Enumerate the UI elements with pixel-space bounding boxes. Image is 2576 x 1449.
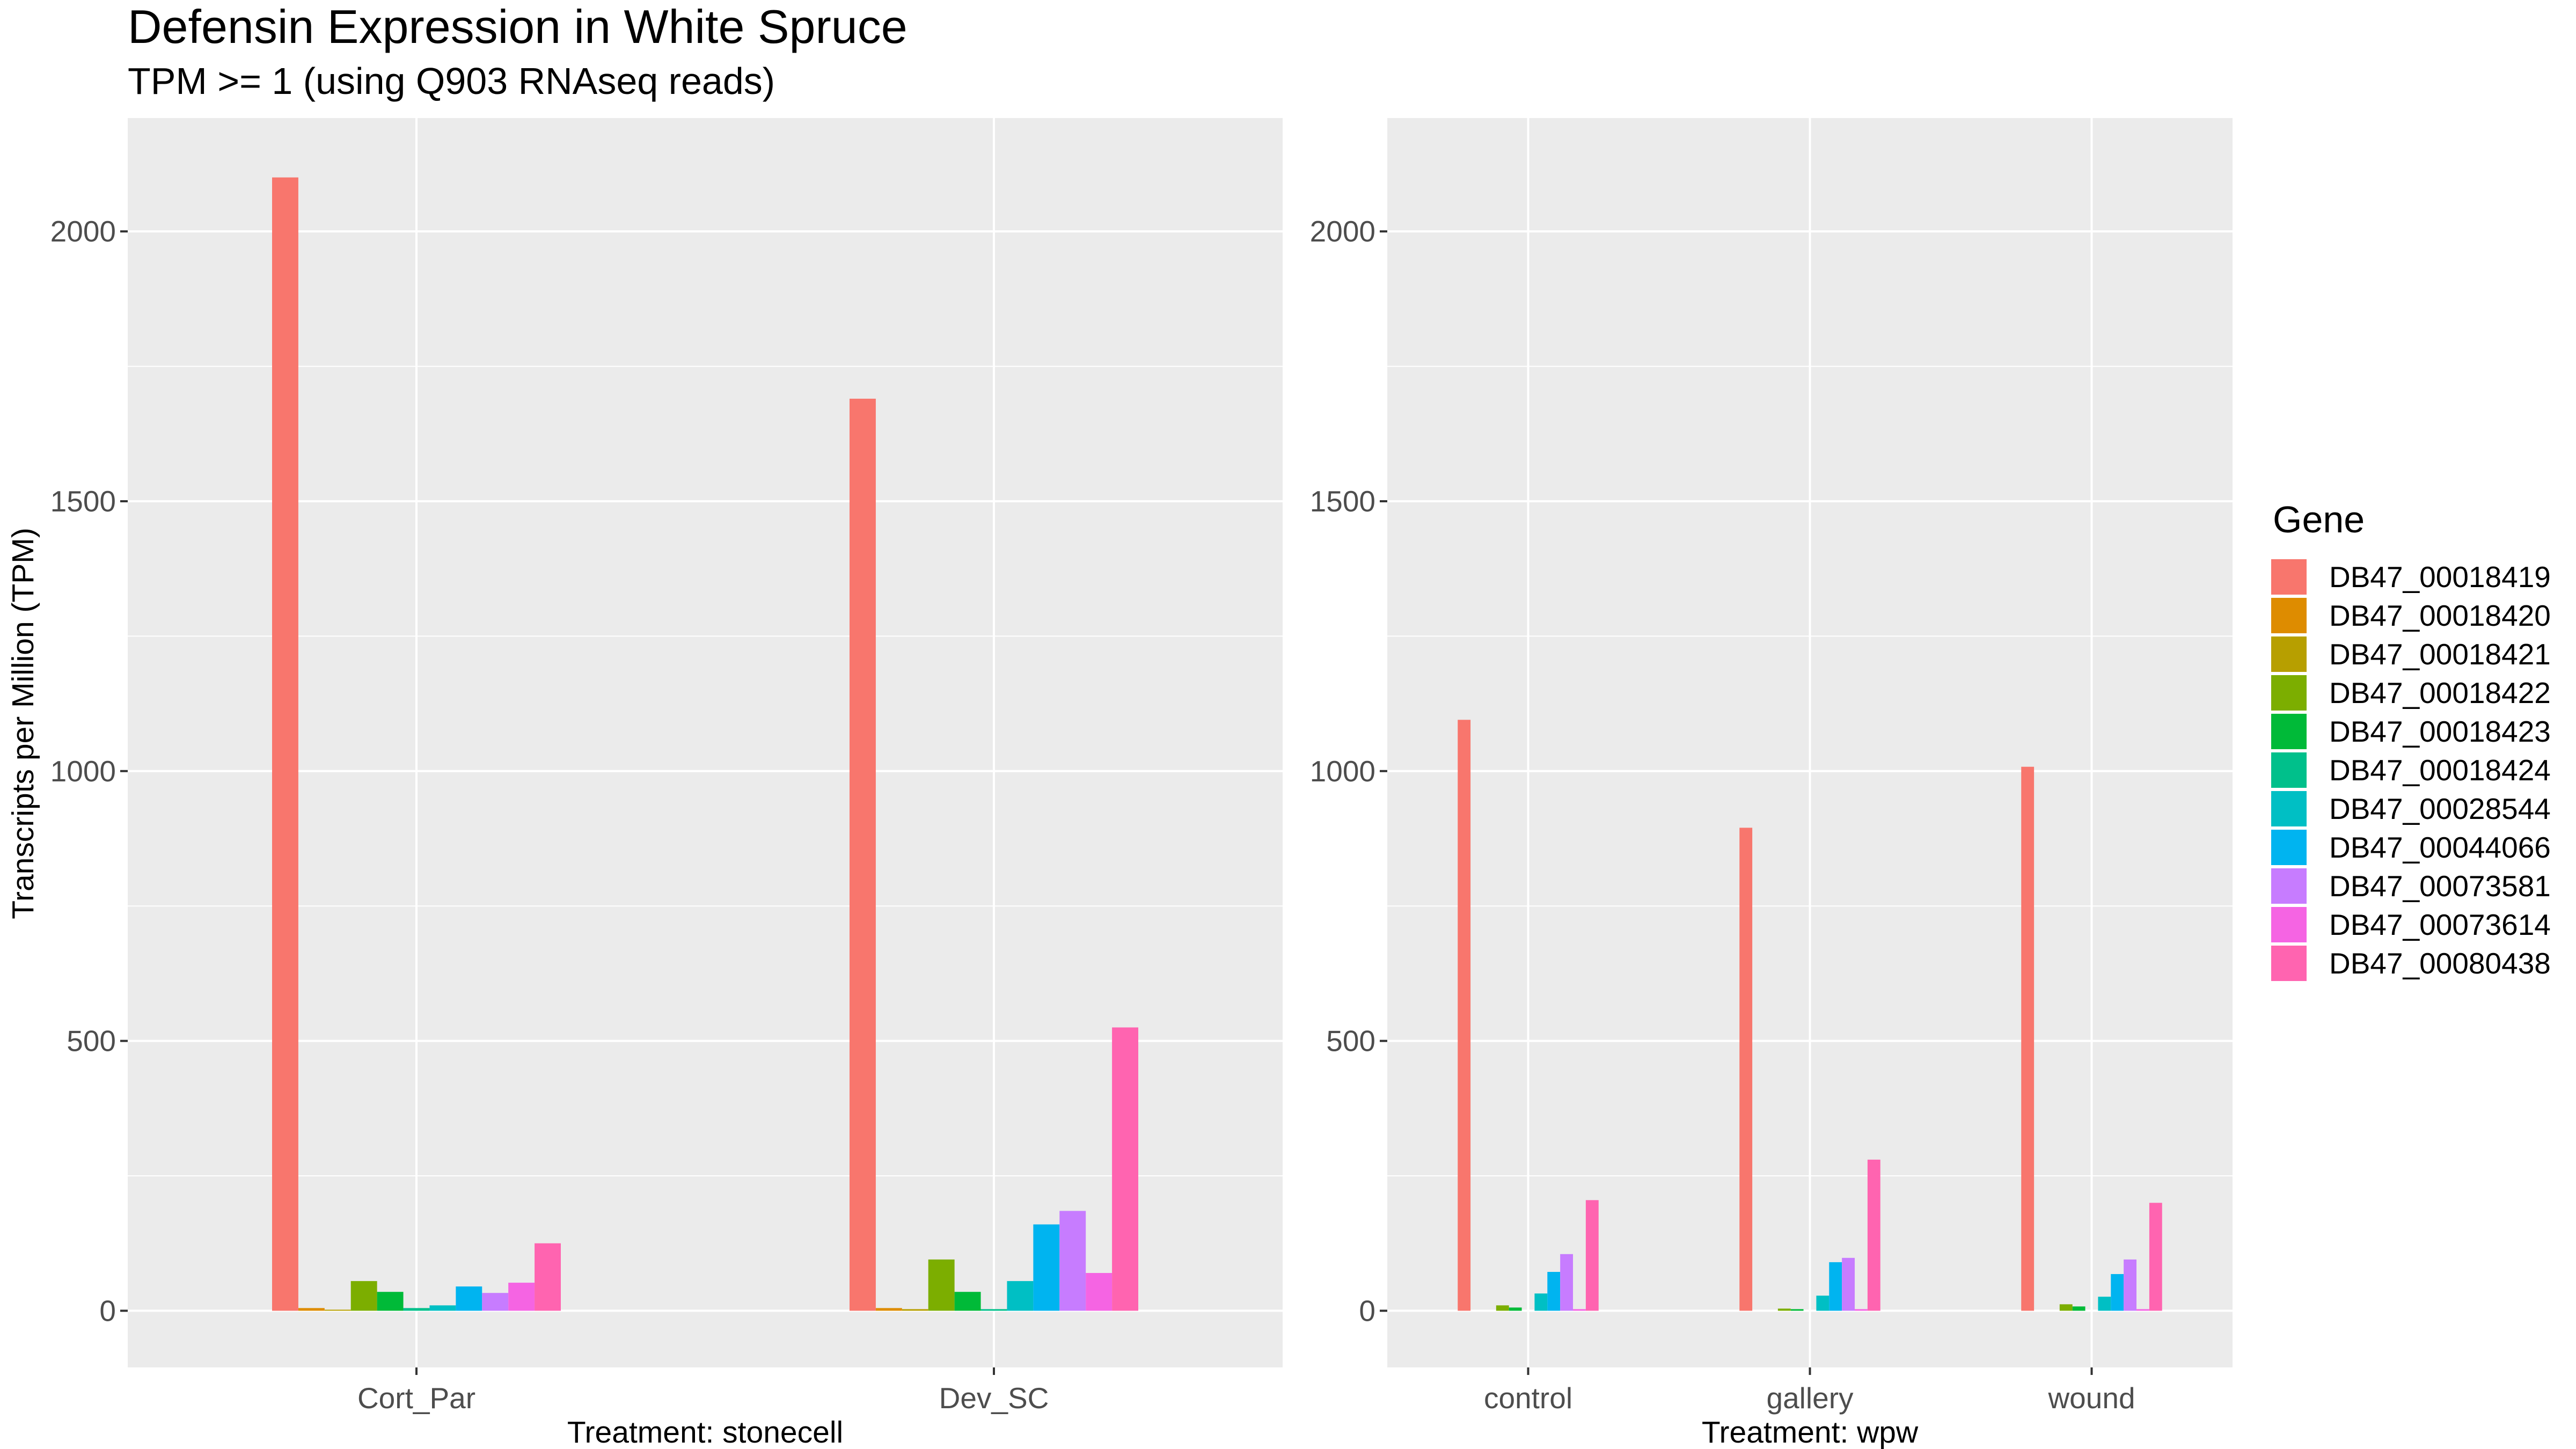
legend-title: Gene (2273, 499, 2365, 540)
bar (2059, 1304, 2073, 1311)
bar (535, 1243, 561, 1311)
bar (482, 1293, 509, 1311)
bar (1816, 1296, 1829, 1311)
chart-panels: 0 500 1000 1500 2000 Cort_Par Dev_SC Treatment:… (50, 118, 2233, 1449)
legend-label: DB47_00018420 (2329, 599, 2551, 632)
bar (1059, 1211, 1086, 1311)
bar (1458, 720, 1471, 1311)
bar (2111, 1274, 2124, 1311)
bar (875, 1308, 902, 1311)
x-tick-label: Dev_SC (939, 1381, 1049, 1415)
legend-label: DB47_00018422 (2329, 676, 2551, 709)
x-tick-label: gallery (1766, 1381, 1854, 1415)
legend-key (2271, 559, 2307, 595)
bar (1112, 1027, 1138, 1311)
bar (508, 1283, 535, 1311)
legend-key (2271, 907, 2307, 942)
bar (324, 1309, 351, 1311)
bar (1573, 1309, 1586, 1311)
bar (2149, 1203, 2162, 1311)
legend-key (2271, 752, 2307, 788)
legend-key (2271, 598, 2307, 633)
y-tick-label: 500 (1326, 1024, 1375, 1058)
bar (2124, 1259, 2137, 1311)
bar (1560, 1254, 1574, 1311)
bar (1585, 1200, 1599, 1311)
y-tick-label: 2000 (50, 215, 116, 248)
x-axis-title: Treatment: wpw (1702, 1415, 1919, 1449)
legend-key (2271, 791, 2307, 826)
bar (1547, 1272, 1561, 1311)
bar (272, 177, 298, 1311)
bar (2098, 1297, 2111, 1311)
bar (1855, 1309, 1868, 1311)
bar (2136, 1309, 2149, 1311)
legend-label: DB47_00073581 (2329, 869, 2551, 903)
legend-label: DB47_00018421 (2329, 638, 2551, 671)
bar (1739, 828, 1753, 1311)
bar (377, 1292, 404, 1311)
bar (2072, 1306, 2085, 1311)
legend-label: DB47_00028544 (2329, 792, 2551, 825)
legend-key (2271, 946, 2307, 981)
y-tick-label: 500 (67, 1024, 116, 1058)
bar (350, 1281, 377, 1311)
bar (1509, 1307, 1522, 1311)
x-tick-label: control (1484, 1381, 1572, 1415)
bar (1842, 1257, 1855, 1311)
legend-key (2271, 830, 2307, 865)
bar (429, 1305, 456, 1311)
x-axis-title: Treatment: stonecell (567, 1415, 843, 1449)
legend-key (2271, 868, 2307, 904)
chart-subtitle: TPM >= 1 (using Q903 RNAseq reads) (128, 60, 775, 102)
legend-label: DB47_00018423 (2329, 715, 2551, 748)
bar (1777, 1308, 1791, 1311)
y-tick-label: 1500 (1310, 485, 1375, 518)
y-tick-label: 1500 (50, 485, 116, 518)
y-tick-label: 0 (99, 1294, 116, 1327)
bar (1086, 1273, 1113, 1311)
panel-2: 0 500 1000 1500 2000 control gallery wound Treat… (1310, 118, 2233, 1449)
bar (1007, 1281, 1034, 1311)
bar (1790, 1309, 1804, 1311)
x-tick-label: Cort_Par (357, 1381, 475, 1415)
bar (1033, 1224, 1060, 1311)
x-tick-label: wound (2047, 1381, 2135, 1415)
bar (980, 1309, 1007, 1311)
bar (850, 398, 876, 1311)
bar (1867, 1159, 1880, 1311)
bar (456, 1286, 482, 1311)
bar (928, 1259, 955, 1311)
y-tick-label: 2000 (1310, 215, 1375, 248)
panel-background (128, 118, 1283, 1367)
legend-label: DB47_00073614 (2329, 908, 2551, 941)
legend-label: DB47_00080438 (2329, 947, 2551, 980)
legend-label: DB47_00044066 (2329, 831, 2551, 864)
bar (403, 1308, 430, 1311)
legend-key (2271, 636, 2307, 672)
bar (298, 1308, 325, 1311)
y-tick-label: 0 (1359, 1294, 1375, 1327)
panel-1: 0 500 1000 1500 2000 Cort_Par Dev_SC Treatment:… (50, 118, 1283, 1449)
bar (2021, 766, 2035, 1311)
legend-key (2271, 675, 2307, 711)
chart-title: Defensin Expression in White Spruce (128, 0, 908, 53)
bar (1829, 1262, 1842, 1311)
y-tick-label: 1000 (1310, 755, 1375, 788)
bar (902, 1309, 928, 1311)
legend-key (2271, 714, 2307, 749)
y-tick-label: 1000 (50, 755, 116, 788)
bar (1496, 1305, 1509, 1311)
bar (1534, 1293, 1548, 1311)
bar (954, 1292, 981, 1311)
legend: Gene DB47_00018419 DB47_00018420 DB47_0001… (2271, 499, 2551, 981)
legend-label: DB47_00018419 (2329, 560, 2551, 594)
y-axis-title: Transcripts per Million (TPM) (6, 528, 40, 919)
legend-label: DB47_00018424 (2329, 753, 2551, 787)
